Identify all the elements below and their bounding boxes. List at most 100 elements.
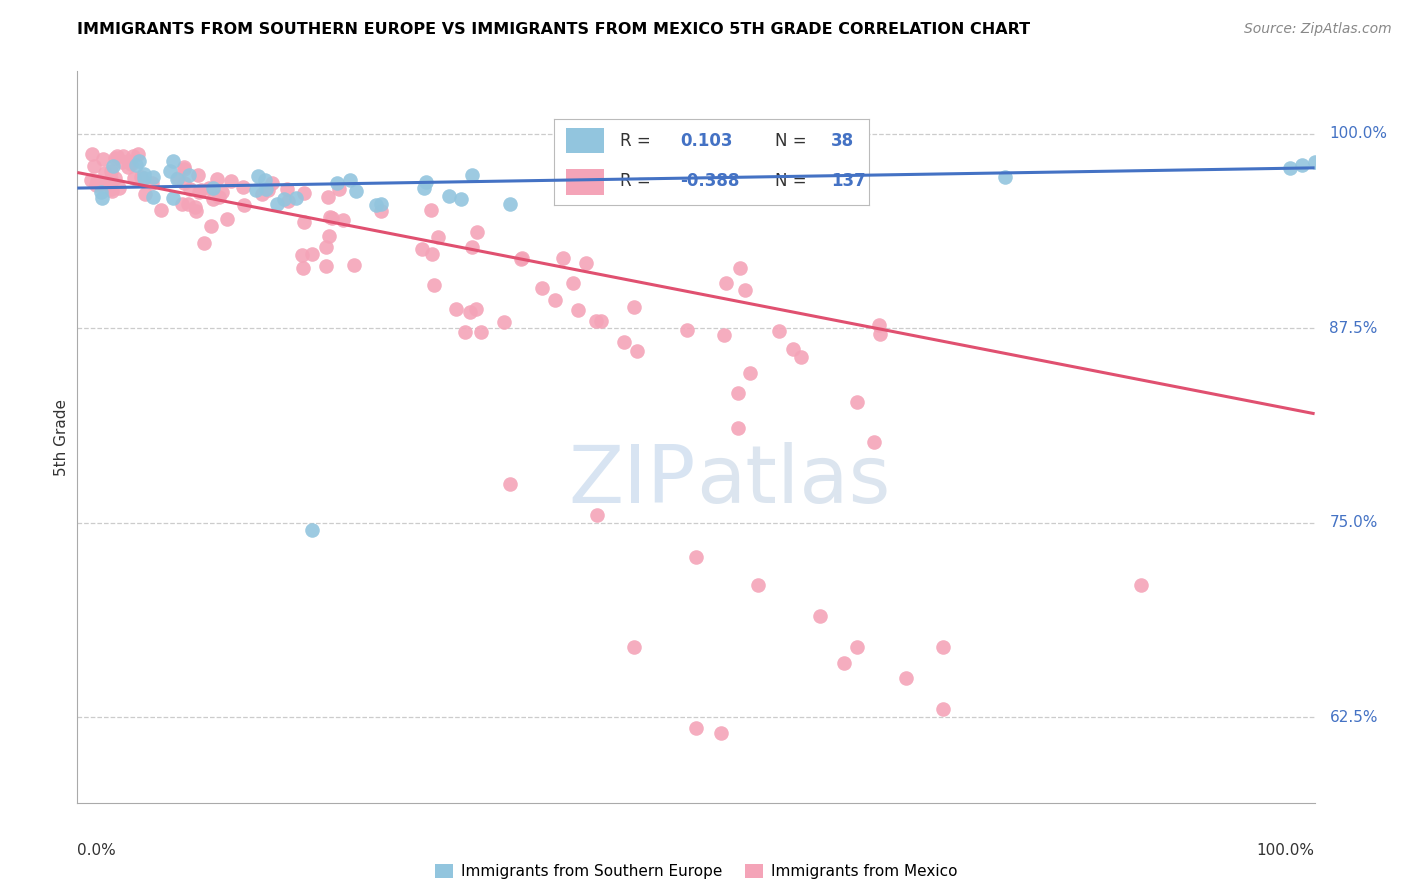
Point	[444, 302, 467, 317]
Text: IMMIGRANTS FROM SOUTHERN EUROPE VS IMMIGRANTS FROM MEXICO 5TH GRADE CORRELATION : IMMIGRANTS FROM SOUTHERN EUROPE VS IMMIG…	[77, 22, 1031, 37]
Point	[170, 196, 193, 211]
Point	[179, 182, 201, 196]
Point	[100, 184, 122, 198]
Point	[510, 252, 533, 266]
Point	[193, 235, 215, 250]
Point	[437, 189, 460, 203]
Point	[86, 174, 108, 188]
Point	[254, 172, 277, 186]
Point	[727, 385, 749, 400]
Point	[869, 326, 891, 341]
Point	[83, 160, 105, 174]
Point	[366, 198, 388, 212]
Point	[129, 170, 152, 185]
Point	[586, 508, 609, 522]
Point	[994, 170, 1017, 185]
Point	[254, 182, 277, 196]
Point	[714, 276, 737, 290]
Point	[315, 259, 337, 273]
Point	[166, 171, 188, 186]
Point	[162, 154, 184, 169]
Point	[134, 167, 156, 181]
Point	[1291, 158, 1313, 172]
Point	[111, 154, 134, 169]
Point	[91, 191, 114, 205]
Point	[339, 173, 361, 187]
Point	[782, 343, 804, 357]
Point	[101, 159, 124, 173]
Point	[291, 247, 314, 261]
Point	[470, 325, 492, 339]
Point	[90, 185, 112, 199]
Point	[426, 230, 449, 244]
Point	[768, 324, 790, 338]
Point	[166, 170, 188, 185]
Point	[284, 191, 307, 205]
Point	[80, 147, 103, 161]
Point	[208, 190, 231, 204]
Point	[710, 725, 733, 739]
Point	[423, 278, 446, 293]
Point	[107, 149, 129, 163]
Text: 75.0%: 75.0%	[1330, 516, 1378, 530]
Point	[190, 183, 212, 197]
Point	[122, 170, 145, 185]
Point	[177, 197, 200, 211]
Point	[623, 301, 645, 315]
Point	[205, 172, 228, 186]
Point	[896, 671, 918, 685]
Point	[198, 180, 221, 194]
Point	[233, 198, 256, 212]
Point	[585, 314, 607, 328]
Point	[217, 212, 239, 227]
Point	[150, 202, 173, 217]
Point	[790, 351, 813, 365]
Point	[316, 190, 339, 204]
Point	[91, 153, 114, 167]
Point	[575, 256, 598, 270]
Point	[315, 240, 337, 254]
Point	[277, 194, 299, 208]
Point	[173, 161, 195, 175]
Point	[531, 281, 554, 295]
Point	[613, 334, 636, 349]
Point	[685, 549, 707, 564]
Point	[266, 197, 288, 211]
Point	[567, 303, 589, 318]
Point	[276, 181, 298, 195]
Point	[321, 211, 343, 225]
Point	[134, 171, 156, 186]
Point	[200, 219, 222, 234]
Point	[551, 251, 574, 265]
Point	[727, 421, 749, 435]
Point	[179, 168, 201, 182]
Point	[499, 476, 522, 491]
Point	[1130, 578, 1153, 592]
Point	[250, 187, 273, 202]
Point	[845, 640, 868, 655]
Point	[291, 261, 314, 276]
Text: 62.5%: 62.5%	[1330, 710, 1378, 724]
Point	[343, 258, 366, 272]
Point	[415, 174, 437, 188]
Point	[465, 301, 488, 316]
Point	[108, 181, 131, 195]
Point	[370, 204, 392, 219]
Point	[117, 161, 139, 175]
Point	[301, 247, 323, 261]
Point	[932, 702, 955, 716]
Point	[845, 394, 868, 409]
Point	[862, 435, 884, 450]
Point	[512, 252, 534, 266]
Point	[127, 147, 149, 161]
Point	[231, 180, 253, 194]
Point	[1278, 161, 1301, 175]
Point	[420, 203, 443, 218]
Legend: Immigrants from Southern Europe, Immigrants from Mexico: Immigrants from Southern Europe, Immigra…	[434, 864, 957, 880]
Point	[184, 203, 207, 218]
Point	[461, 169, 484, 183]
Point	[273, 193, 295, 207]
Point	[713, 328, 735, 343]
Point	[292, 214, 315, 228]
Point	[246, 169, 269, 183]
